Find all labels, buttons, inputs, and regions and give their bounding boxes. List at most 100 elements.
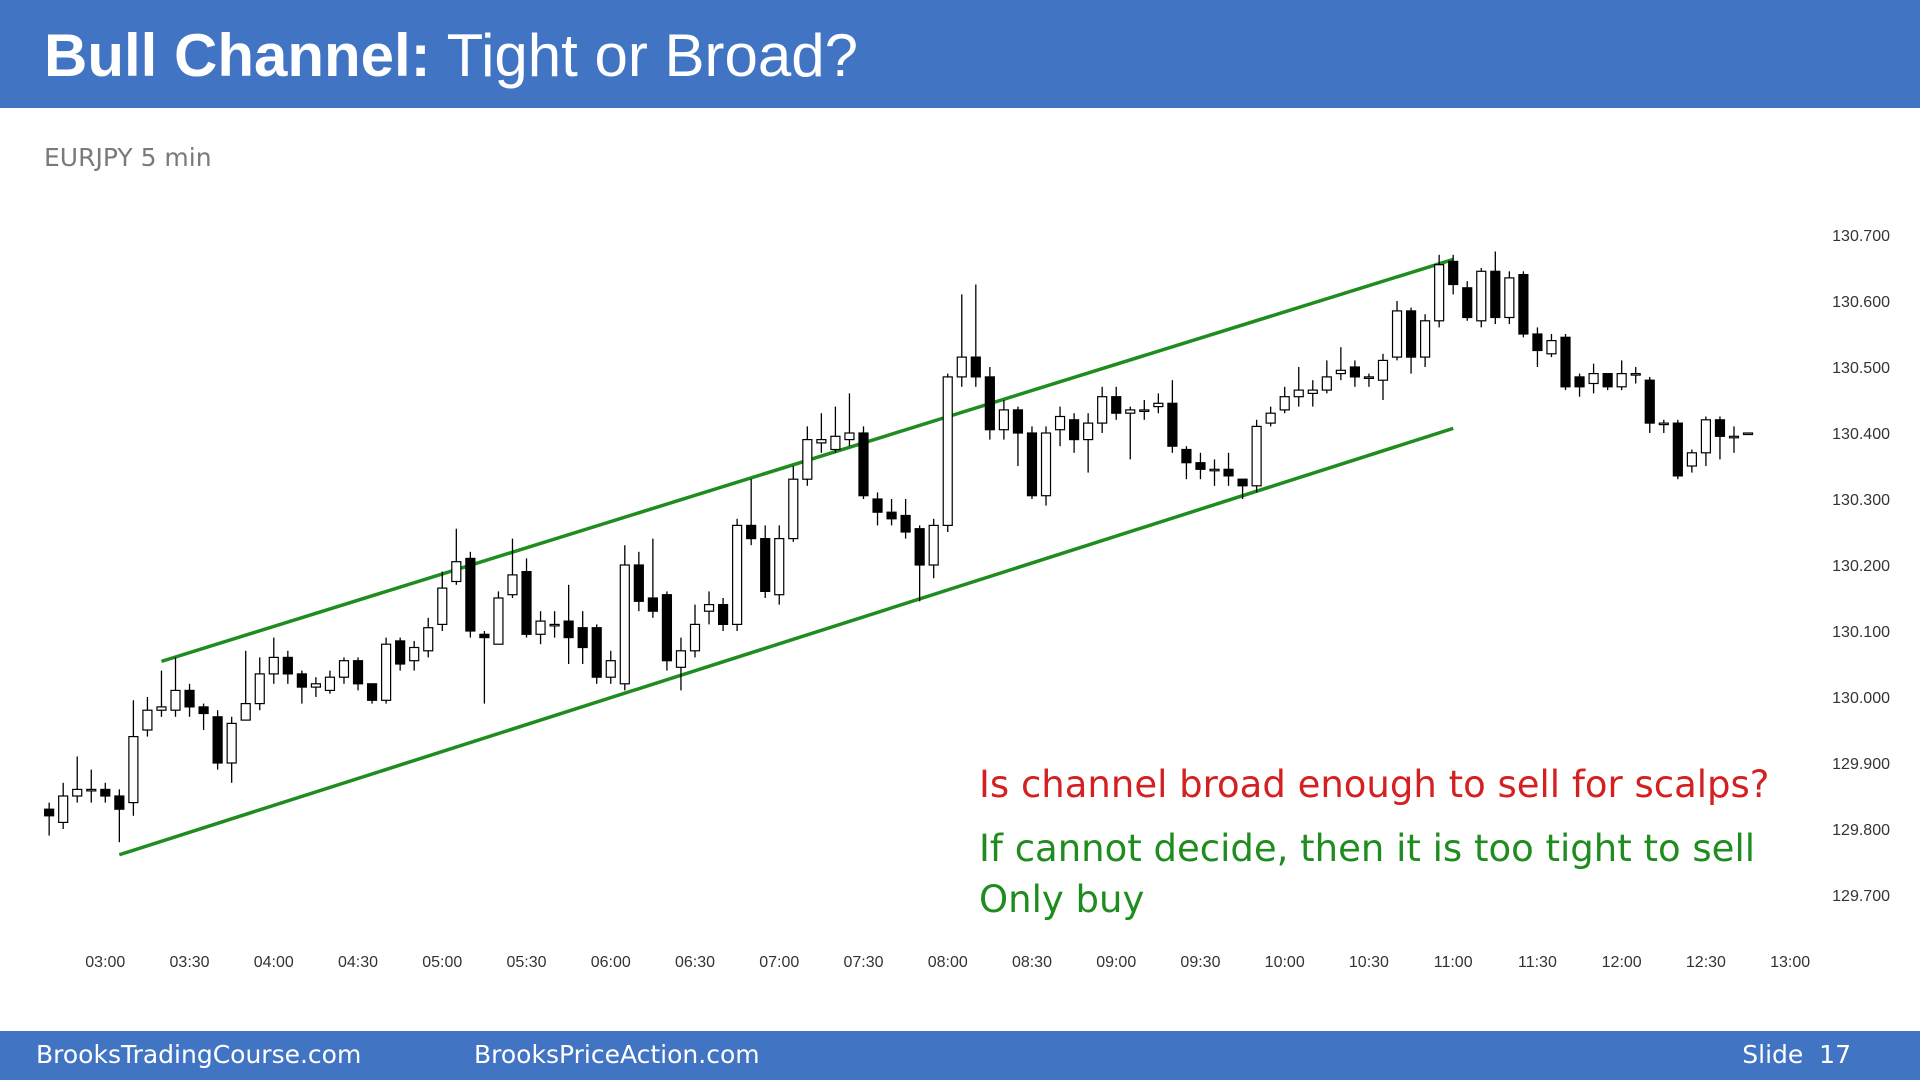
candle-body	[170, 689, 181, 711]
candle-body	[984, 376, 995, 431]
candle-body	[479, 633, 490, 639]
x-tick-label: 06:30	[675, 954, 715, 971]
candle-body	[689, 623, 701, 652]
candle-body	[1504, 277, 1515, 319]
candle-body	[1363, 376, 1375, 379]
candle-body	[1658, 422, 1669, 426]
candle-body	[226, 722, 237, 764]
y-tick-label: 130.500	[1832, 360, 1890, 377]
candle-body	[788, 478, 799, 540]
candle-body	[746, 524, 757, 540]
candle-body	[254, 673, 265, 705]
footer-left: BrooksTradingCourse.com	[36, 1040, 361, 1069]
candle-body	[1405, 310, 1417, 358]
candle-body	[1574, 376, 1585, 388]
candle-body	[1742, 432, 1754, 436]
x-tick-label: 04:30	[338, 954, 378, 971]
candle-body	[1602, 373, 1613, 388]
header-bar	[0, 0, 1920, 108]
candle-body	[605, 660, 616, 678]
candle-body	[956, 356, 967, 378]
candle-body	[1728, 435, 1740, 439]
footer-center: BrooksPriceAction.com	[474, 1040, 760, 1069]
candle-body	[1616, 373, 1627, 388]
candle-body	[1181, 448, 1192, 464]
candle-body	[661, 594, 673, 662]
candle-body	[1223, 468, 1234, 477]
x-tick-label: 08:30	[1012, 954, 1052, 971]
candle-body	[100, 788, 111, 797]
candle-body	[212, 716, 223, 764]
candle-body	[1097, 396, 1108, 424]
candle-body	[886, 511, 897, 520]
candle-body	[507, 574, 518, 596]
candle-body	[1630, 373, 1641, 376]
y-tick-label: 130.100	[1832, 624, 1890, 641]
candle-body	[703, 603, 715, 612]
title-rest: Tight or Broad?	[447, 22, 858, 89]
candle-body	[1490, 270, 1501, 319]
candle-body	[1125, 409, 1136, 414]
annotation: Only buy	[979, 878, 1144, 921]
candle-body	[1054, 415, 1066, 431]
candle-body	[1588, 373, 1599, 385]
candle-body	[86, 788, 97, 792]
y-tick-label: 130.000	[1832, 690, 1890, 707]
candle-body	[1518, 274, 1529, 335]
x-tick-label: 05:30	[506, 954, 546, 971]
candle-body	[1111, 396, 1122, 414]
candle-body	[1012, 409, 1024, 434]
candle-body	[1434, 264, 1445, 322]
channel-line	[118, 426, 1454, 857]
candle-body	[1391, 310, 1403, 358]
x-tick-label: 03:30	[170, 954, 210, 971]
candle-body	[1293, 389, 1304, 398]
candle-body	[1237, 478, 1248, 487]
candle-body	[268, 656, 279, 675]
candle-body	[366, 683, 378, 701]
y-tick-label: 129.900	[1832, 756, 1890, 773]
slide-title: Bull Channel: Tight or Broad?	[44, 22, 858, 89]
candle-body	[633, 564, 644, 602]
candle-body	[942, 376, 953, 526]
candle-body	[58, 795, 69, 823]
candle-body	[1672, 422, 1683, 477]
candle-body	[1714, 419, 1726, 437]
candle-body	[591, 627, 602, 678]
x-tick-label: 07:00	[759, 954, 799, 971]
candle-body	[1462, 287, 1473, 319]
candle-body	[465, 557, 476, 632]
candle-body	[324, 676, 336, 692]
candle-body	[521, 570, 532, 635]
candle-body	[872, 498, 883, 513]
candle-body	[1448, 260, 1459, 286]
title-bold: Bull Channel:	[44, 22, 431, 89]
candle-body	[128, 735, 139, 804]
candle-body	[198, 706, 209, 715]
annotation: If cannot decide, then it is too tight t…	[979, 827, 1755, 870]
candle-body	[858, 432, 869, 497]
x-tick-label: 09:00	[1096, 954, 1136, 971]
candle-body	[563, 620, 574, 639]
annotation: Is channel broad enough to sell for scal…	[979, 763, 1769, 806]
candle-body	[998, 409, 1009, 431]
candle-body	[1321, 376, 1332, 391]
x-tick-label: 11:30	[1518, 954, 1557, 971]
candle-body	[409, 646, 420, 662]
candle-body	[437, 587, 448, 625]
candle-body	[1265, 412, 1276, 424]
candle-body	[381, 643, 392, 701]
x-tick-label: 04:00	[254, 954, 294, 971]
candle-body	[352, 660, 364, 685]
candle-body	[1532, 333, 1543, 352]
candle-body	[1167, 402, 1178, 447]
slide-number: Slide 17	[1742, 1040, 1851, 1069]
candle-body	[44, 808, 55, 817]
candle-body	[1195, 462, 1206, 470]
x-tick-label: 10:30	[1349, 954, 1389, 971]
x-tick-label: 09:30	[1180, 954, 1220, 971]
candle-body	[1476, 270, 1487, 322]
candle-body	[338, 660, 350, 678]
candle-body	[549, 623, 560, 627]
candle-body	[1377, 359, 1389, 381]
